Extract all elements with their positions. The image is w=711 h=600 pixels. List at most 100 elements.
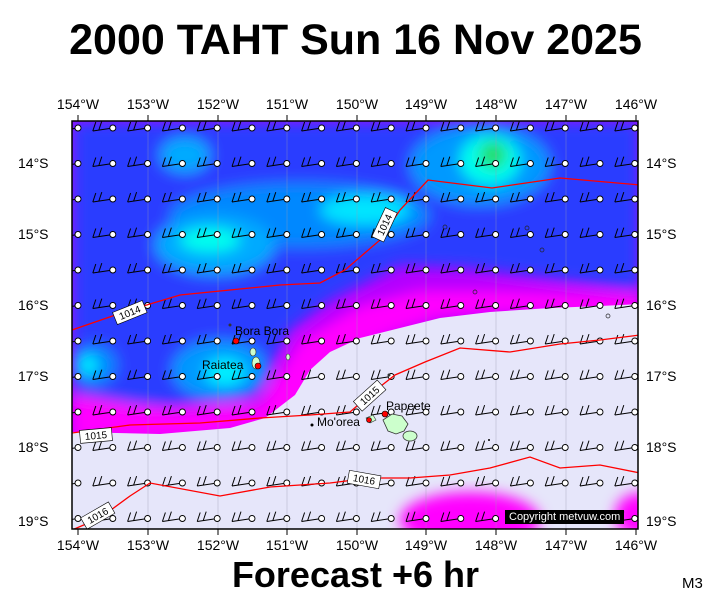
model-code: M3 (682, 575, 703, 592)
wind-barb (475, 262, 500, 274)
wind-barb (127, 511, 152, 522)
graticule (147, 121, 567, 529)
wind-barb (440, 404, 465, 416)
lon-label-bottom: 149°W (404, 537, 448, 553)
wind-barb (231, 440, 256, 451)
wind-barb (231, 404, 256, 416)
wind-barb (579, 262, 604, 274)
wind-barb (544, 369, 569, 380)
lon-label-bottom: 147°W (544, 537, 588, 553)
wind-barb (301, 191, 326, 203)
wind-barb (509, 333, 534, 345)
wind-barb (231, 156, 256, 167)
lat-label-left: 14°S (18, 155, 49, 171)
lon-label-top: 148°W (474, 96, 518, 112)
lat-label-right: 19°S (646, 513, 677, 529)
wind-barb (579, 191, 604, 203)
wind-barb (127, 404, 152, 416)
wind-barb (72, 124, 82, 132)
wind-barb (614, 191, 638, 203)
wind-barb (579, 298, 604, 309)
wind-barb (266, 475, 291, 487)
wind-barb (231, 475, 256, 487)
wind-barb (405, 191, 430, 203)
wind-barb (266, 511, 291, 522)
field-cyan-central (320, 195, 410, 225)
wind-barb (405, 121, 430, 132)
island-reef-d (605, 313, 611, 319)
lon-label-top: 147°W (544, 96, 588, 112)
island-reef-a (442, 224, 448, 230)
wind-barb (475, 298, 500, 309)
wind-barb (72, 195, 82, 203)
map-title: 2000 TAHT Sun 16 Nov 2025 (69, 16, 642, 64)
wind-barb (370, 298, 395, 309)
wind-barb (196, 404, 221, 416)
wind-barb (266, 404, 291, 416)
wind-barb (72, 479, 82, 487)
isobar-label-1016-east: 1016 (352, 473, 376, 488)
wind-barb (196, 333, 221, 345)
wind-barb (544, 298, 569, 309)
wind-barb (440, 333, 465, 345)
lat-label-right: 18°S (646, 439, 677, 455)
wind-barb (266, 156, 291, 167)
wind-barb (370, 440, 395, 451)
island-tetiaroa (387, 373, 391, 377)
wind-barb (92, 404, 117, 416)
wind-barb (579, 440, 604, 451)
lat-label-right: 16°S (646, 297, 677, 313)
wind-barb (266, 298, 291, 309)
wind-barb (127, 262, 152, 274)
field-cyan-west (180, 228, 240, 252)
marker-bora-bora (232, 337, 240, 345)
wind-barb (440, 121, 465, 132)
wind-barb (72, 444, 82, 451)
wind-barb (72, 408, 82, 416)
wind-barb (92, 475, 117, 487)
wind-barb (92, 298, 117, 309)
wind-barb (231, 298, 256, 309)
wind-barb (335, 369, 360, 380)
wind-barb (475, 156, 500, 167)
wind-barb (579, 404, 604, 416)
lon-label-bottom: 152°W (196, 537, 240, 553)
wind-barb (370, 121, 395, 132)
wind-barb (440, 475, 465, 487)
place-labels: Bora Bora Raiatea Mo'orea Papeete (202, 324, 431, 429)
wind-barb (127, 156, 152, 167)
wind-barb (266, 191, 291, 203)
wind-barb (335, 511, 360, 522)
wind-barb (335, 191, 360, 203)
wind-barb (196, 191, 221, 203)
wind-barb (161, 333, 186, 345)
wind-barb (127, 191, 152, 203)
wind-barb (196, 511, 221, 522)
wind-barb (614, 475, 638, 487)
wind-barb (405, 440, 430, 451)
place-label-papeete: Papeete (386, 399, 431, 413)
wind-barb (440, 511, 465, 522)
wind-barb (72, 160, 82, 167)
island-taiarapu (402, 430, 418, 442)
forecast-label: Forecast +6 hr (231, 554, 480, 595)
lon-label-top: 150°W (335, 96, 379, 112)
wind-barb (509, 156, 534, 167)
wind-barb (127, 475, 152, 487)
islands (228, 224, 611, 442)
wind-barb (161, 227, 186, 238)
wind-barb (544, 333, 569, 345)
lon-label-bottom: 150°W (335, 537, 379, 553)
place-label-moorea: Mo'orea (317, 415, 360, 429)
lon-label-bottom: 153°W (126, 537, 170, 553)
lat-label-left: 18°S (18, 439, 49, 455)
lon-label-top: 149°W (404, 96, 448, 112)
wind-barb (335, 333, 360, 345)
wind-barb (72, 302, 82, 309)
wind-barb (161, 511, 186, 522)
wind-barb (92, 121, 117, 132)
wind-barb (301, 121, 326, 132)
wind-barb (509, 262, 534, 274)
wind-barb (266, 227, 291, 238)
